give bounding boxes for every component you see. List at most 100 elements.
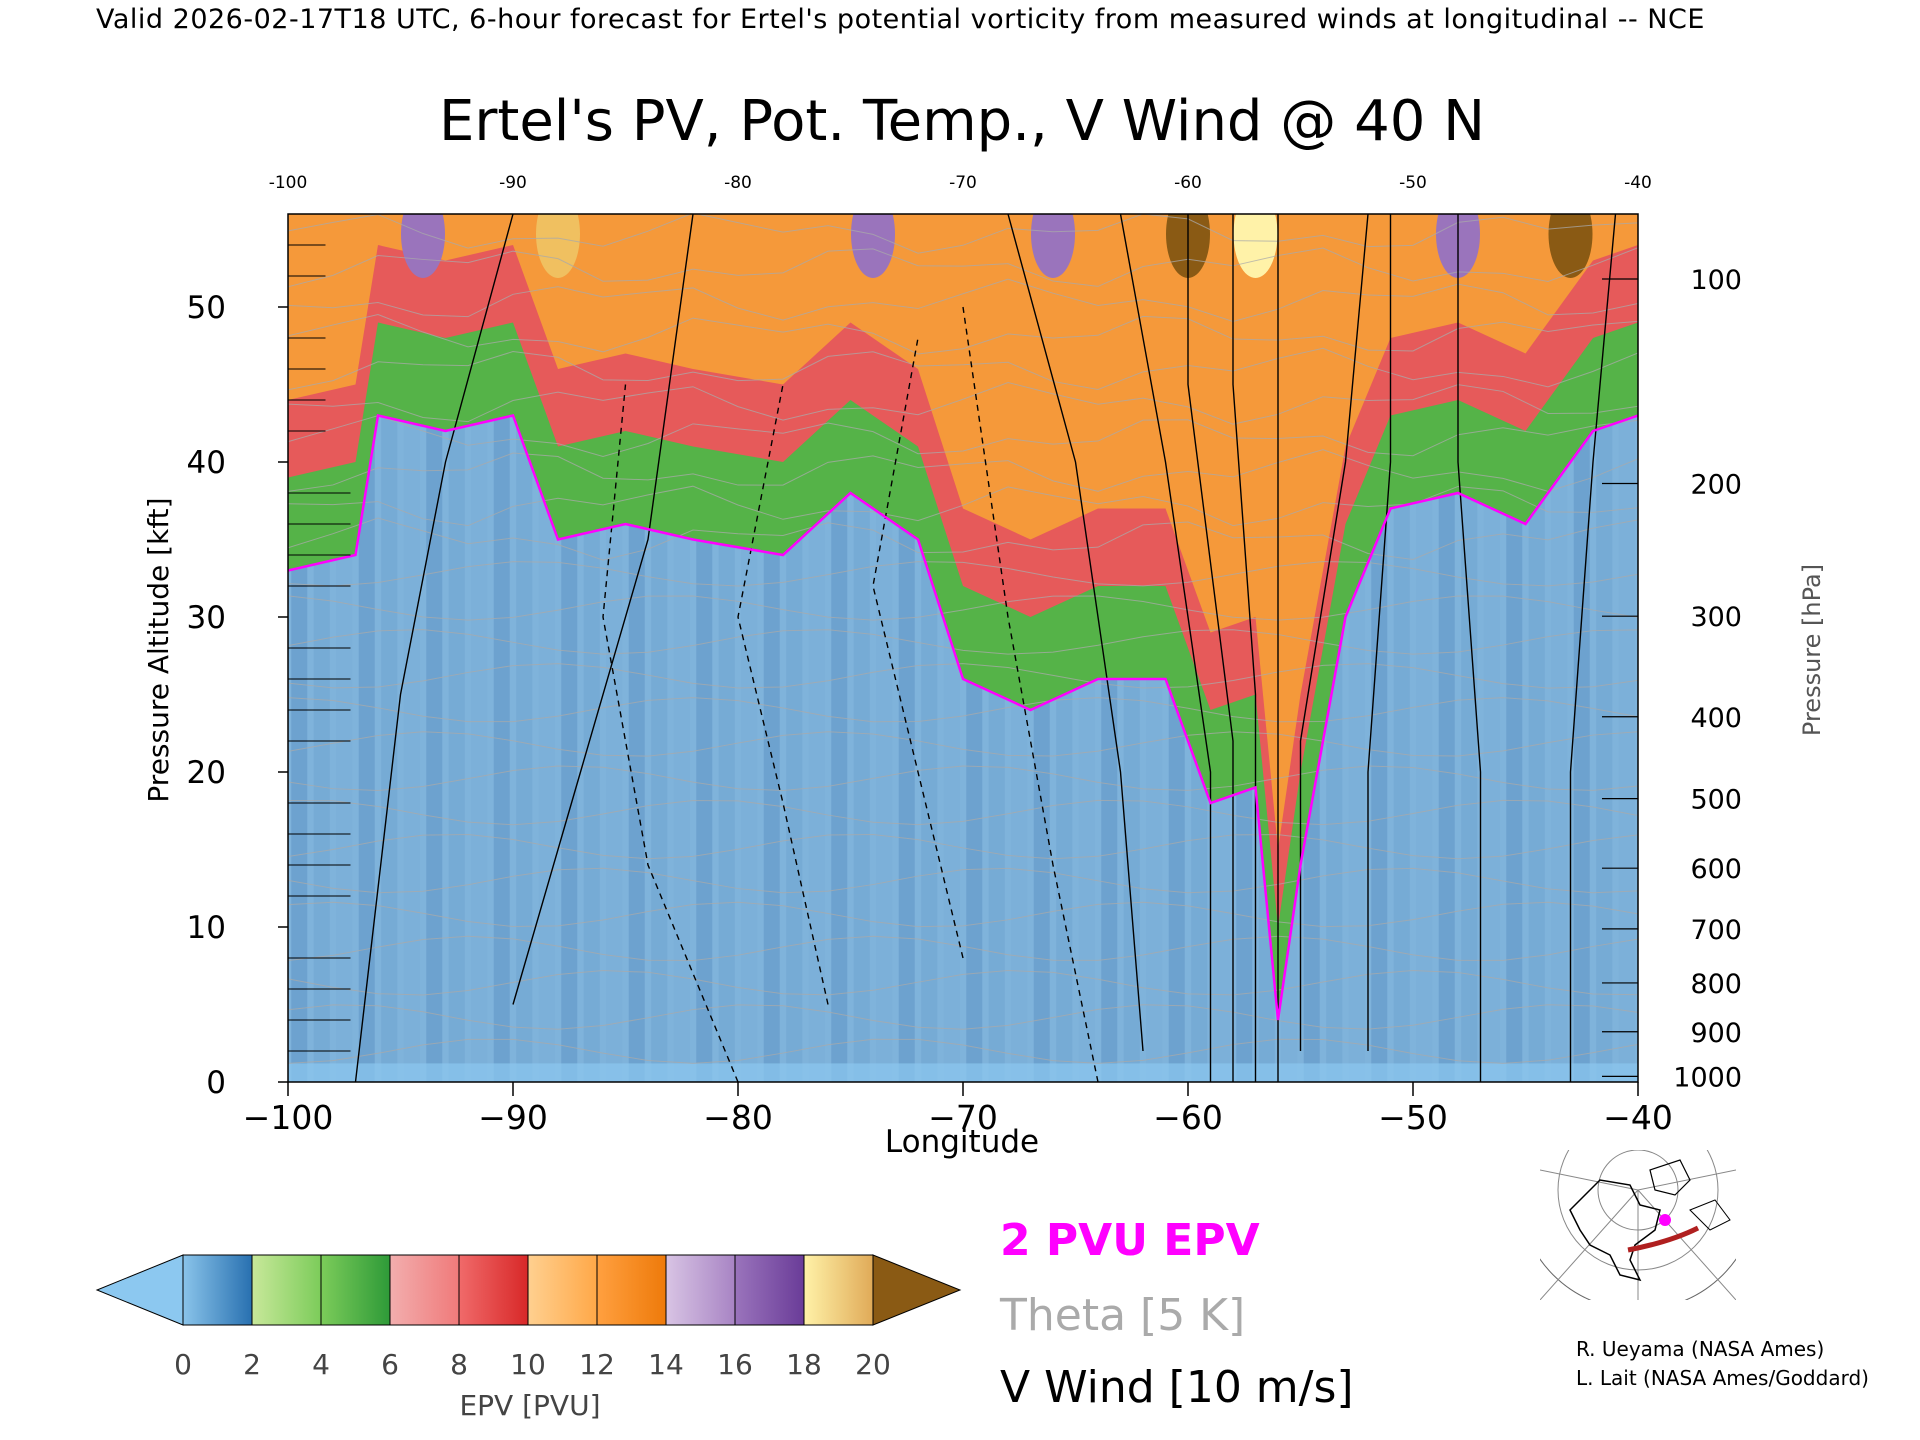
colorbar-bin — [735, 1255, 804, 1325]
theta-contour — [288, 969, 1638, 996]
x-top-tick-label: -90 — [499, 173, 527, 193]
colorbar-tick-label: 12 — [579, 1348, 615, 1381]
x-top-tick-label: -70 — [949, 173, 977, 193]
vwind-contour — [1119, 214, 1212, 1082]
epv-band-orange — [288, 214, 1638, 850]
theta-contour — [288, 1004, 1638, 1030]
vwind-contour — [1232, 214, 1257, 1082]
theta-contour — [288, 867, 1638, 894]
y-axis-right: 1000 900 800 700 600 500 400 300 200 100 — [1602, 265, 1742, 1093]
vwind-contour — [1299, 214, 1369, 1051]
pressure-tick-label: 700 — [1690, 915, 1742, 946]
epv-stripe — [448, 214, 465, 1082]
x-axis-top: -100 -90 -80 -70 -60 -50 -40 — [269, 173, 1652, 193]
theta-contour — [288, 935, 1638, 962]
theta-contour — [288, 313, 1638, 355]
pressure-tick-label: 400 — [1690, 703, 1742, 734]
pressure-tick-label: 200 — [1690, 469, 1742, 500]
colorbar-bin — [390, 1255, 459, 1325]
x-top-tick-label: -100 — [269, 173, 308, 193]
vwind-contour — [872, 337, 964, 959]
colorbar-bin — [183, 1255, 252, 1325]
colorbar-label: EPV [PVU] — [459, 1389, 600, 1422]
theta-contour — [288, 381, 1638, 425]
pressure-tick-label: 900 — [1690, 1018, 1742, 1049]
vwind-contour — [737, 384, 829, 1005]
colorbar-tick-label: 10 — [510, 1348, 546, 1381]
vwind-contour — [1569, 214, 1617, 1082]
vwind-contour — [512, 214, 694, 1005]
colorbar-bin — [597, 1255, 666, 1325]
x-axis-bottom: −100 −90 −80 −70 −60 −50 −40 — [243, 1082, 1673, 1137]
credit-line-2: L. Lait (NASA Ames/Goddard) — [1576, 1366, 1869, 1390]
x-axis-label: Longitude — [885, 1124, 1039, 1160]
epv-high-blob — [401, 214, 445, 278]
vwind-contours — [354, 214, 1617, 1082]
theta-contour — [288, 561, 1638, 587]
theta-contour — [288, 629, 1638, 655]
theta-contour — [288, 731, 1638, 757]
theta-contour — [288, 214, 1638, 254]
epv-stripe — [1618, 214, 1635, 1082]
theta-contour — [288, 278, 1638, 323]
legend-vwind: V Wind [10 m/s] — [1000, 1362, 1354, 1413]
x-tick-label: −60 — [1153, 1098, 1223, 1137]
epv-stripe — [381, 214, 398, 1082]
x-tick-label: −80 — [703, 1098, 773, 1137]
epv-high-blob — [851, 214, 895, 278]
credit-line-1: R. Ueyama (NASA Ames) — [1576, 1337, 1825, 1361]
colorbar-bin — [321, 1255, 390, 1325]
colorbar-bin — [252, 1255, 321, 1325]
colorbar-tick-label: 4 — [312, 1348, 330, 1381]
colorbar-tick-label: 16 — [717, 1348, 753, 1381]
epv-high-blob — [1233, 214, 1278, 278]
vwind-contour — [354, 214, 514, 1082]
north-america-polar-map-icon — [1540, 1150, 1736, 1300]
colorbar-tick-label: 2 — [243, 1348, 261, 1381]
x-tick-label: −40 — [1603, 1098, 1673, 1137]
vwind-contour — [1367, 214, 1392, 1051]
theta-contour — [288, 799, 1638, 826]
colorbar-tick-label: 8 — [450, 1348, 468, 1381]
colorbar-tick-label: 14 — [648, 1348, 684, 1381]
theta-contour — [288, 663, 1638, 689]
colorbar-bin — [804, 1255, 873, 1325]
x-tick-label: −90 — [478, 1098, 548, 1137]
legend-theta: Theta [5 K] — [999, 1290, 1245, 1341]
pv-2pvu-contour — [288, 413, 1638, 1021]
validity-text: Valid 2026-02-17T18 UTC, 6-hour forecast… — [96, 4, 1705, 35]
epv-stripe — [426, 214, 443, 1082]
high-epv-blobs — [401, 214, 1593, 278]
pressure-tick-label: 800 — [1690, 969, 1742, 1000]
y-tick-label: 40 — [187, 445, 226, 481]
theta-contour — [288, 347, 1638, 391]
epv-stripe — [403, 214, 420, 1082]
colorbar-tick-label: 6 — [381, 1348, 399, 1381]
legend-pv-line: 2 PVU EPV — [1000, 1215, 1260, 1266]
x-top-tick-label: -40 — [1624, 173, 1652, 193]
epv-stripe — [471, 214, 488, 1082]
colorbar-tick-label: 18 — [786, 1348, 822, 1381]
theta-contour — [288, 449, 1638, 492]
validity-header: Valid 2026-02-17T18 UTC, 6-hour forecast… — [0, 4, 1920, 35]
pressure-tick-label: 600 — [1690, 854, 1742, 885]
pressure-tick-label: 300 — [1690, 602, 1742, 633]
x-tick-label: −100 — [243, 1098, 334, 1137]
theta-contour — [288, 697, 1638, 723]
y-tick-label: 20 — [187, 755, 226, 791]
theta-contour — [288, 765, 1638, 791]
colorbar-bin — [459, 1255, 528, 1325]
vwind-contour — [1187, 214, 1234, 1082]
pressure-tick-label: 100 — [1690, 265, 1742, 296]
y-axis-right-label: Pressure [hPa] — [1798, 564, 1826, 736]
colorbar-bin — [528, 1255, 597, 1325]
theta-contour — [288, 247, 1638, 288]
x-top-tick-label: -50 — [1399, 173, 1427, 193]
y-tick-label: 50 — [187, 290, 226, 326]
theta-contours — [288, 214, 1638, 1064]
surface-layer — [288, 1063, 1638, 1082]
y-tick-label: 0 — [206, 1065, 226, 1101]
colorbar-under-arrow — [95, 1254, 184, 1326]
colorbar-tick-label: 20 — [855, 1348, 891, 1381]
